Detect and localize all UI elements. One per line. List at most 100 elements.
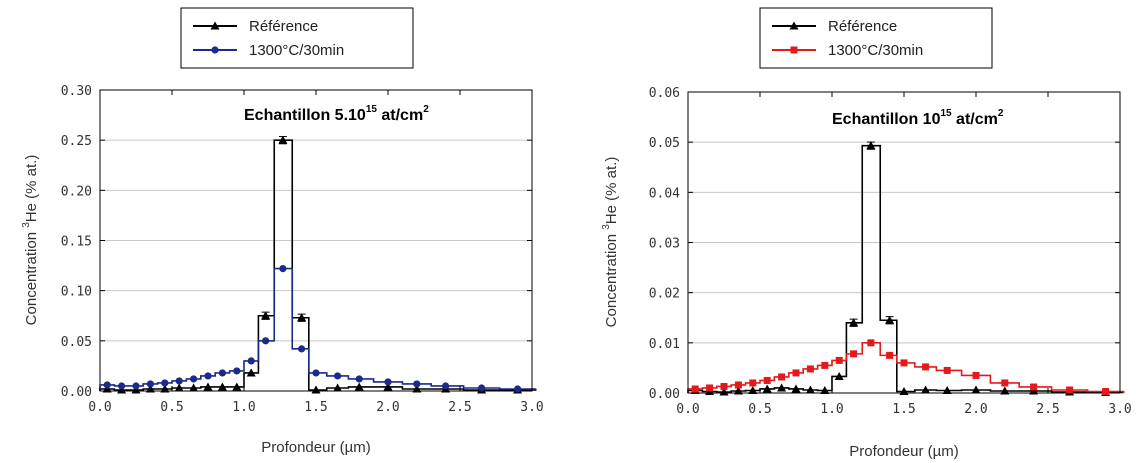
data-point: [762, 384, 772, 393]
data-point: [791, 384, 801, 393]
data-point: [175, 377, 183, 385]
data-point: [413, 380, 421, 388]
data-point: [262, 337, 270, 345]
data-point: [412, 384, 422, 393]
data-point: [118, 382, 126, 390]
data-point: [247, 357, 255, 365]
y-tick-label: 0.06: [649, 86, 680, 101]
data-point: [777, 383, 787, 392]
data-point: [720, 382, 728, 390]
legend-entry: Référence: [828, 18, 897, 35]
data-point: [217, 382, 227, 391]
data-point: [886, 351, 894, 359]
data-point: [943, 366, 951, 374]
x-tick-label: 0.0: [88, 400, 111, 415]
x-tick-label: 1.5: [304, 400, 327, 415]
y-tick-label: 0.02: [649, 287, 680, 302]
data-point: [103, 381, 111, 389]
data-point: [160, 384, 170, 393]
data-point: [1001, 379, 1009, 387]
x-tick-label: 0.5: [748, 402, 771, 417]
panel-title: Echantillon 5.1015 at/cm2: [244, 104, 429, 124]
data-point: [333, 383, 343, 392]
y-tick-label: 0.15: [61, 235, 92, 250]
data-point: [748, 385, 758, 394]
data-point: [384, 378, 392, 386]
data-point: [778, 373, 786, 381]
y-tick-label: 0.00: [61, 385, 92, 400]
panel-title: Echantillon 1015 at/cm2: [832, 108, 1004, 128]
data-point: [334, 372, 342, 380]
data-point: [1029, 386, 1039, 395]
data-point: [203, 382, 213, 391]
data-point: [232, 382, 242, 391]
data-point: [246, 368, 256, 377]
x-axis-label: Profondeur (µm): [849, 443, 959, 460]
data-point: [174, 383, 184, 392]
data-point: [478, 384, 486, 392]
data-point: [1030, 383, 1038, 391]
data-point: [835, 356, 843, 364]
data-point: [972, 371, 980, 379]
legend-swatch-marker: [210, 21, 220, 30]
data-point: [763, 376, 771, 384]
x-tick-label: 3.0: [520, 400, 543, 415]
y-tick-label: 0.30: [61, 84, 92, 99]
series-line: [99, 267, 537, 391]
axis-ticks: 0.00 0.01 0.02 0.03 0.04 0.05 0.06 0.0 0.5 1.0 1.5…: [649, 86, 1132, 417]
data-point: [355, 375, 363, 383]
x-tick-label: 2.0: [376, 400, 399, 415]
data-point: [921, 385, 931, 394]
x-tick-label: 0.0: [676, 402, 699, 417]
legend-entry: Référence: [249, 18, 318, 35]
data-point: [261, 311, 271, 320]
series-group: [99, 135, 537, 394]
y-tick-label: 0.03: [649, 237, 680, 252]
y-tick-label: 0.05: [61, 335, 92, 350]
data-point: [1000, 386, 1010, 395]
data-point: [849, 318, 859, 327]
data-point: [312, 369, 320, 377]
legend-box: [180, 7, 414, 69]
data-point: [298, 345, 306, 353]
legend: Référence 1300°C/30min: [193, 18, 344, 59]
legend-swatch-marker: [789, 21, 799, 30]
data-point: [922, 363, 930, 371]
legend-swatch-marker: [790, 46, 798, 54]
x-axis-label: Profondeur (µm): [261, 439, 371, 456]
legend-entry: 1300°C/30min: [828, 42, 923, 59]
y-tick-label: 0.25: [61, 134, 92, 149]
data-point: [189, 383, 199, 392]
data-point: [279, 264, 287, 273]
legend-box: [759, 7, 993, 69]
data-point: [1066, 386, 1074, 394]
x-tick-label: 1.5: [892, 402, 915, 417]
data-point: [442, 382, 450, 390]
data-point: [806, 365, 814, 373]
data-point: [805, 385, 815, 394]
data-point: [733, 386, 743, 395]
gridlines: [688, 141, 1120, 344]
data-point: [866, 141, 876, 150]
legend-swatch-marker: [211, 46, 219, 54]
series-group: [687, 141, 1125, 396]
x-tick-label: 2.5: [448, 400, 471, 415]
data-point: [706, 384, 714, 392]
data-point: [792, 369, 800, 377]
data-point: [834, 371, 844, 380]
data-point: [354, 382, 364, 391]
data-point: [719, 387, 729, 396]
y-tick-label: 0.05: [649, 136, 680, 151]
x-tick-label: 1.0: [820, 402, 843, 417]
data-point: [900, 359, 908, 367]
data-point: [1102, 387, 1110, 395]
data-point: [942, 385, 952, 394]
data-point: [749, 379, 757, 387]
y-tick-label: 0.04: [649, 186, 680, 201]
y-tick-label: 0.10: [61, 285, 92, 300]
data-point: [161, 379, 169, 387]
data-point: [132, 382, 140, 390]
